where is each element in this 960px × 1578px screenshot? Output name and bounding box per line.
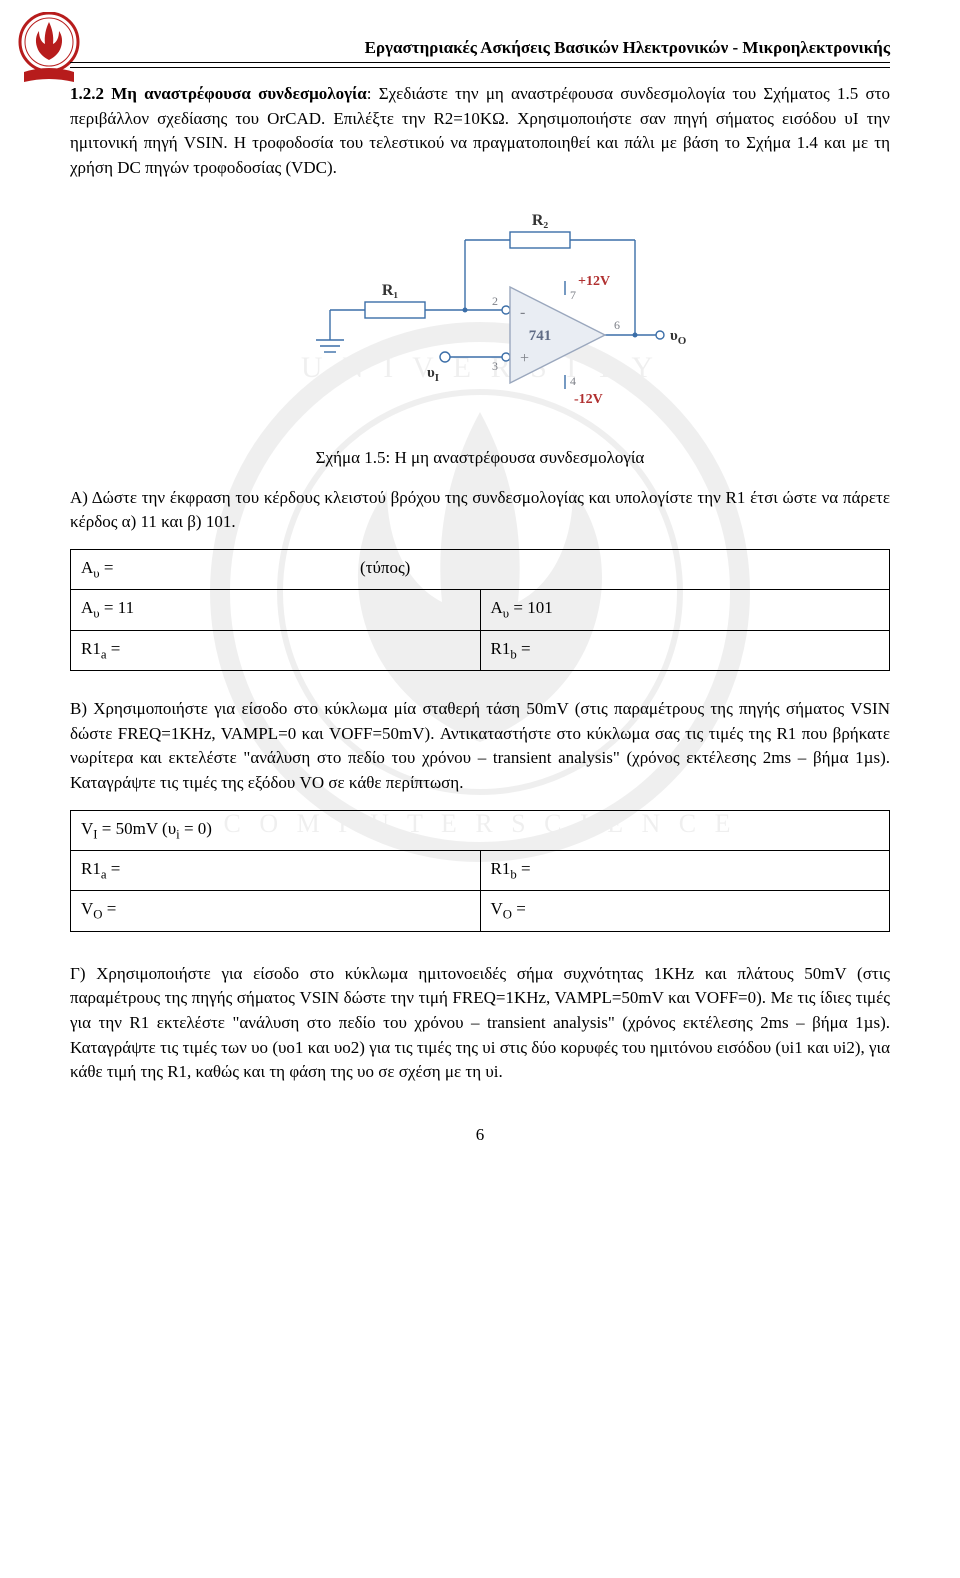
label-pin3: 3 (492, 359, 498, 373)
label-minus: - (520, 304, 525, 321)
label-opamp: 741 (529, 328, 552, 344)
label-pin7: 7 (570, 288, 576, 302)
label-vi: υI (427, 365, 439, 384)
table-part-b: VI = 50mV (υi = 0) R1a = R1b = VO = VO = (70, 810, 890, 932)
page-number: 6 (70, 1125, 890, 1145)
figure-1-5: R₁ R₂ υI υO 741 +12V -12V 2 3 7 4 6 - + … (70, 205, 890, 468)
label-vpos: +12V (578, 274, 610, 289)
cell-b-vo2: VO = (480, 891, 890, 931)
figure-caption: Σχήμα 1.5: Η μη αναστρέφουσα συνδεσμολογ… (70, 448, 890, 468)
part-b-text: Β) Χρησιμοποιήστε για είσοδο στο κύκλωμα… (70, 697, 890, 796)
label-vo: υO (670, 328, 687, 347)
section-intro: 1.2.2 Μη αναστρέφουσα συνδεσμολογία: Σχε… (70, 82, 890, 181)
cell-vi50: VI = 50mV (υi = 0) (71, 810, 890, 850)
label-r2: R₂ (532, 212, 549, 229)
part-a-text: Α) Δώστε την έκφραση του κέρδους κλειστο… (70, 486, 890, 535)
label-pin6: 6 (614, 318, 620, 332)
section-number: 1.2.2 (70, 84, 104, 103)
cell-r1b: R1b = (480, 630, 890, 670)
part-c-text: Γ) Χρησιμοποιήστε για είσοδο στο κύκλωμα… (70, 962, 890, 1085)
cell-b-r1b: R1b = (480, 850, 890, 890)
cell-r1a: R1a = (71, 630, 481, 670)
label-pin4: 4 (570, 374, 576, 388)
section-title: Μη αναστρέφουσα συνδεσμολογία (111, 84, 367, 103)
label-vneg: -12V (574, 392, 603, 407)
cell-b-vo1: VO = (71, 891, 481, 931)
table-part-a: Aυ = (τύπος) Aυ = 11 Aυ = 101 R1a = R1b … (70, 549, 890, 671)
page-header: Εργαστηριακές Ασκήσεις Βασικών Ηλεκτρονι… (70, 38, 890, 58)
cell-av11: Aυ = 11 (71, 590, 481, 630)
cell-a-formula: Aυ = (τύπος) (81, 558, 410, 577)
label-plus: + (520, 350, 529, 367)
label-r1: R₁ (382, 282, 399, 299)
cell-av101: Aυ = 101 (480, 590, 890, 630)
label-pin2: 2 (492, 294, 498, 308)
cell-b-r1a: R1a = (71, 850, 481, 890)
